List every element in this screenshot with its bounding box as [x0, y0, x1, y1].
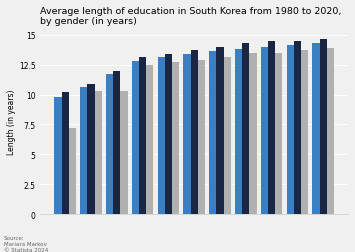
Bar	[172, 63, 179, 214]
Bar	[54, 98, 61, 214]
Bar	[209, 52, 217, 214]
Bar	[275, 53, 283, 214]
Bar	[268, 42, 275, 214]
Y-axis label: Length (in years): Length (in years)	[7, 89, 16, 154]
Bar	[87, 84, 94, 214]
Bar	[94, 91, 102, 214]
Bar	[261, 47, 268, 214]
Bar	[132, 62, 139, 214]
Bar	[242, 44, 250, 214]
Bar	[158, 58, 165, 214]
Bar	[146, 65, 153, 214]
Bar	[235, 50, 242, 214]
Bar	[294, 42, 301, 214]
Bar	[61, 93, 69, 214]
Bar	[69, 129, 76, 214]
Bar	[301, 51, 308, 214]
Bar	[286, 46, 294, 214]
Bar	[224, 58, 231, 214]
Bar	[113, 71, 120, 214]
Text: Average length of education in South Korea from 1980 to 2020, by gender (in year: Average length of education in South Kor…	[40, 7, 342, 26]
Bar	[139, 58, 146, 214]
Bar	[183, 55, 191, 214]
Bar	[106, 75, 113, 214]
Bar	[250, 53, 257, 214]
Bar	[320, 40, 327, 214]
Bar	[80, 88, 87, 214]
Bar	[191, 51, 198, 214]
Text: Source:
Mariara Markov
© Statista 2024: Source: Mariara Markov © Statista 2024	[4, 235, 48, 252]
Bar	[217, 47, 224, 214]
Bar	[165, 55, 172, 214]
Bar	[312, 44, 320, 214]
Bar	[327, 49, 334, 214]
Bar	[120, 91, 127, 214]
Bar	[198, 60, 205, 214]
